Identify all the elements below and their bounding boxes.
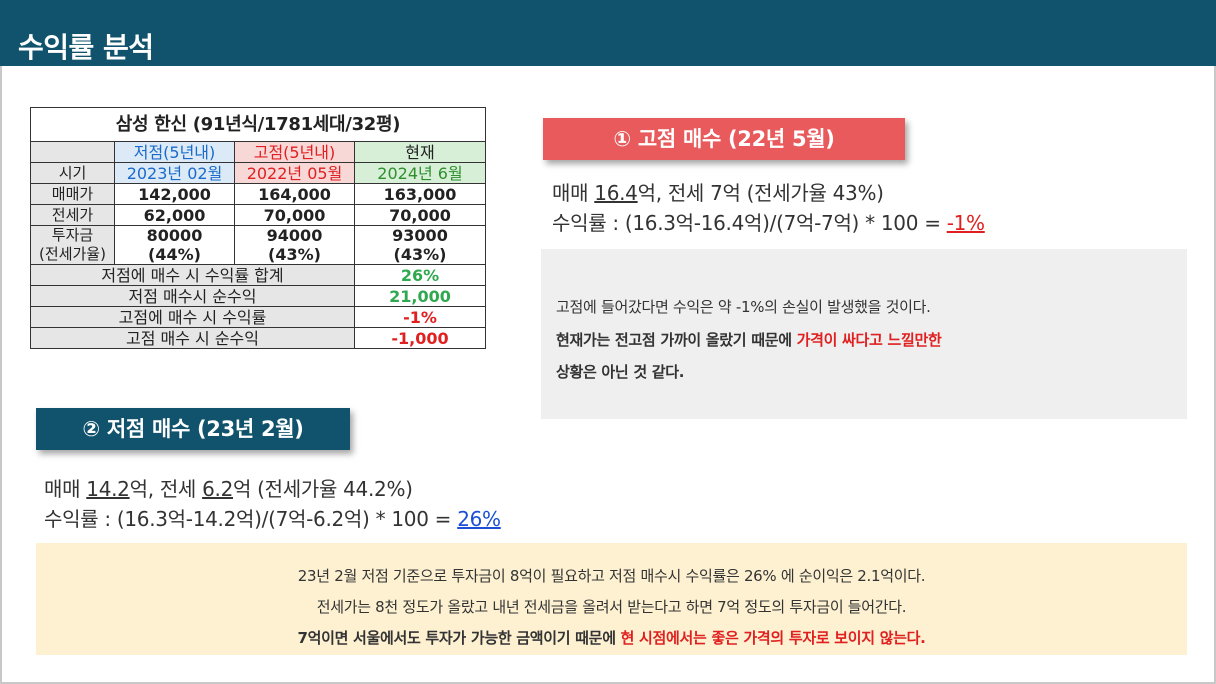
cell-invest-low: 80000 (44%) [114, 225, 235, 265]
table-row: 저점에 매수 시 수익률 합계 26% [30, 264, 486, 286]
highlight-text: 현 시점에서는 좋은 가격의 투자로 보이지 않는다. [620, 629, 926, 647]
col-header-low: 저점(5년내) [114, 141, 235, 163]
cell-period-now: 2024년 6월 [354, 162, 486, 184]
underlined-value: 16.4 [594, 181, 638, 205]
invest-value: 93000 [392, 226, 448, 245]
summary-label-low-profit: 저점 매수시 순수익 [30, 285, 355, 307]
invest-label: 투자금 [51, 226, 94, 244]
row-label-invest: 투자금 (전세가율) [30, 225, 115, 265]
high-buy-return-line: 수익률 : (16.3억-16.4억)/(7억-7억) * 100 = -1% [552, 207, 985, 236]
cell-jeonse-high: 70,000 [234, 204, 355, 226]
cell-invest-high: 94000 (43%) [234, 225, 355, 265]
invest-ratio: (43%) [268, 245, 321, 264]
cell-period-low: 2023년 02월 [114, 162, 235, 184]
text-fragment: 억, 전세 7억 (전세가율 43%) [637, 181, 884, 205]
text-fragment: 수익률 : (16.3억-14.2억)/(7억-6.2억) * 100 = [44, 507, 458, 531]
summary-label-high-return: 고점에 매수 시 수익률 [30, 306, 355, 328]
invest-value: 94000 [266, 226, 323, 245]
table-title: 삼성 한신 (91년식/1781세대/32평) [30, 107, 486, 142]
jeonse-ratio-label: (전세가율) [39, 245, 106, 263]
summary-value-high-return: -1% [354, 306, 486, 328]
low-buy-price-line: 매매 14.2억, 전세 6.2억 (전세가율 44.2%) [44, 473, 413, 502]
low-buy-badge: ② 저점 매수 (23년 2월) [36, 408, 350, 450]
underlined-value: 14.2 [86, 477, 130, 501]
table-row: 고점 매수 시 순수익 -1,000 [30, 327, 486, 349]
high-buy-price-line: 매매 16.4억, 전세 7억 (전세가율 43%) [552, 177, 884, 206]
col-header-high: 고점(5년내) [234, 141, 355, 163]
table-row: 고점에 매수 시 수익률 -1% [30, 306, 486, 328]
cell-invest-now: 93000 (43%) [354, 225, 486, 265]
summary-label-high-profit: 고점 매수 시 순수익 [30, 327, 355, 349]
row-label-period: 시기 [30, 162, 115, 184]
summary-label-low-return: 저점에 매수 시 수익률 합계 [30, 264, 355, 286]
table-row: 시기 2023년 02월 2022년 05월 2024년 6월 [30, 162, 486, 184]
summary-value-low-profit: 21,000 [354, 285, 486, 307]
summary-value-high-profit: -1,000 [354, 327, 486, 349]
text-fragment: 억 (전세가율 44.2%) [233, 477, 413, 501]
table-row: 투자금 (전세가율) 80000 (44%) 94000 (43%) 93000… [30, 225, 486, 265]
cell-jeonse-now: 70,000 [354, 204, 486, 226]
page-title: 수익률 분석 [18, 31, 154, 64]
highlight-text: 가격이 싸다고 느낄만한 [796, 331, 942, 349]
table-row: 매매가 142,000 164,000 163,000 [30, 183, 486, 205]
note-line: 고점에 들어갔다면 수익은 약 -1%의 손실이 발생했을 것이다. [556, 298, 931, 316]
text-fragment: 7억이면 서울에서도 투자가 가능한 금액이기 때문에 [297, 629, 621, 647]
text-fragment: 수익률 : (16.3억-16.4억)/(7억-7억) * 100 = [552, 211, 947, 235]
note-line: 상황은 아닌 것 같다. [556, 363, 685, 381]
cell-price-now: 163,000 [354, 183, 486, 205]
text-fragment: 매매 [44, 477, 87, 501]
summary-value-low-return: 26% [354, 264, 486, 286]
header-bar: 수익률 분석 [0, 0, 1216, 66]
note-line: 23년 2월 저점 기준으로 투자금이 8억이 필요하고 저점 매수시 수익률은… [297, 567, 926, 585]
text-fragment: 매매 [552, 181, 595, 205]
cell-price-low: 142,000 [114, 183, 235, 205]
row-label-jeonse: 전세가 [30, 204, 115, 226]
cell-jeonse-low: 62,000 [114, 204, 235, 226]
high-buy-badge: ① 고점 매수 (22년 5월) [543, 118, 905, 160]
col-header-now: 현재 [354, 141, 486, 163]
underlined-value: 6.2 [202, 477, 234, 501]
low-buy-return-line: 수익률 : (16.3억-14.2억)/(7억-6.2억) * 100 = 26… [44, 503, 501, 532]
table-corner-cell [30, 141, 115, 163]
note-line: 전세가는 8천 정도가 올랐고 내년 전세금을 올려서 받는다고 하면 7억 정… [316, 598, 907, 616]
low-buy-note-box: 23년 2월 저점 기준으로 투자금이 8억이 필요하고 저점 매수시 수익률은… [36, 543, 1187, 655]
table-row: 전세가 62,000 70,000 70,000 [30, 204, 486, 226]
text-fragment: 억, 전세 [129, 477, 203, 501]
high-buy-return-value: -1% [946, 211, 985, 235]
text-fragment: 현재가는 전고점 가까이 올랐기 때문에 [556, 331, 797, 349]
high-buy-note-box: 고점에 들어갔다면 수익은 약 -1%의 손실이 발생했을 것이다. 현재가는 … [541, 249, 1187, 419]
cell-price-high: 164,000 [234, 183, 355, 205]
invest-ratio: (43%) [393, 245, 447, 264]
content-frame [0, 66, 1216, 684]
note-line: 현재가는 전고점 가까이 올랐기 때문에 가격이 싸다고 느낄만한 [556, 329, 942, 350]
table-row: 저점 매수시 순수익 21,000 [30, 285, 486, 307]
analysis-table: 삼성 한신 (91년식/1781세대/32평) 저점(5년내) 고점(5년내) … [30, 107, 486, 349]
low-buy-return-value: 26% [457, 507, 501, 531]
cell-period-high: 2022년 05월 [234, 162, 355, 184]
invest-ratio: (44%) [148, 245, 201, 264]
invest-value: 80000 [146, 226, 203, 245]
note-line: 7억이면 서울에서도 투자가 가능한 금액이기 때문에 현 시점에서는 좋은 가… [36, 627, 1187, 648]
row-label-price: 매매가 [30, 183, 115, 205]
